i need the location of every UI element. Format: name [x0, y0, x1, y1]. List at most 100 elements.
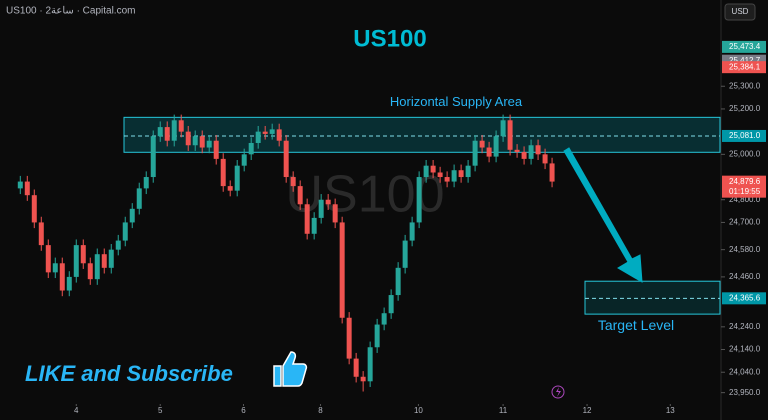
candle-body: [409, 222, 415, 241]
candle-body: [59, 263, 65, 291]
candle-body: [465, 165, 471, 178]
candle-body: [479, 140, 485, 148]
candle-body: [388, 295, 394, 314]
candle-body: [255, 131, 261, 143]
candle-body: [346, 317, 352, 359]
x-tick-label: 8: [318, 406, 323, 415]
candle-body: [500, 120, 506, 137]
price-label: 25,473.4: [729, 42, 761, 51]
chart-title: US100: [353, 25, 426, 52]
candle-body: [269, 129, 275, 134]
x-tick-label: 13: [666, 406, 675, 415]
candle-body: [220, 158, 226, 187]
y-tick-label: 25,200.0: [729, 104, 761, 113]
candle-body: [143, 177, 149, 189]
supply-zone: [123, 116, 721, 153]
candle-body: [192, 136, 198, 146]
candle-body: [115, 240, 121, 250]
candle-body: [94, 254, 100, 280]
candle-body: [206, 140, 212, 148]
price-label-box: [722, 292, 766, 305]
alert-icon[interactable]: [551, 385, 565, 399]
candle-body: [157, 127, 163, 137]
candle-body: [262, 131, 268, 134]
zone-label: Target Level: [598, 317, 674, 333]
candle-body: [549, 163, 555, 182]
price-label-box: [722, 175, 766, 198]
candle-body: [171, 120, 177, 141]
candle-body: [367, 347, 373, 382]
y-tick-label: 25,300.0: [729, 81, 761, 90]
candle-body: [108, 249, 114, 268]
zone-label: Horizontal Supply Area: [390, 94, 523, 109]
y-tick-label: 24,460.0: [729, 272, 761, 281]
candle-body: [353, 358, 359, 377]
candle-body: [339, 222, 345, 318]
candle-body: [101, 254, 107, 268]
candle-body: [486, 147, 492, 157]
candle-body: [283, 140, 289, 178]
candle-body: [507, 120, 513, 150]
price-label-box: [722, 40, 766, 53]
y-tick-label: 24,700.0: [729, 218, 761, 227]
symbol-header: US100 · 2ساعة · Capital.com: [6, 6, 135, 17]
candle-body: [423, 165, 429, 178]
candle-body: [24, 181, 30, 196]
candle-body: [430, 165, 436, 173]
currency-button[interactable]: [724, 3, 756, 21]
candle-body: [122, 222, 128, 241]
candle-body: [374, 324, 380, 348]
candle-body: [185, 131, 191, 146]
candle-body: [80, 245, 86, 264]
candle-body: [178, 120, 184, 132]
candle-body: [472, 140, 478, 166]
candle-body: [17, 181, 23, 189]
x-tick-label: 10: [414, 406, 423, 415]
price-label-box: [722, 129, 766, 142]
candle-body: [514, 149, 520, 153]
candle-body: [535, 145, 541, 155]
candle-body: [150, 136, 156, 178]
target-zone: [584, 280, 721, 315]
y-tick-label: 24,140.0: [729, 345, 761, 354]
candle-body: [325, 199, 331, 205]
promo-text: LIKE and Subscribe: [25, 361, 233, 386]
x-tick-label: 6: [241, 406, 246, 415]
candle-body: [290, 177, 296, 187]
candle-body: [213, 140, 219, 159]
candle-body: [311, 217, 317, 234]
price-label: 24,879.6: [729, 177, 761, 186]
candle-body: [129, 208, 135, 223]
y-tick-label: 24,040.0: [729, 367, 761, 376]
candle-body: [241, 154, 247, 166]
candle-body: [297, 186, 303, 205]
price-label: 24,365.6: [729, 293, 761, 302]
candle-body: [493, 136, 499, 157]
candle-body: [304, 204, 310, 234]
arrow: [563, 147, 643, 283]
candle-body: [276, 129, 282, 141]
y-tick-label: 25,000.0: [729, 149, 761, 158]
plot: Horizontal Supply Area Target Level: [17, 94, 721, 392]
candle-body: [381, 313, 387, 325]
y-tick-label: 24,240.0: [729, 322, 761, 331]
candle-body: [395, 267, 401, 296]
x-tick-label: 5: [158, 406, 163, 415]
candle-body: [402, 240, 408, 268]
candle-body: [164, 127, 170, 141]
candle-body: [528, 145, 534, 159]
price-label: 25,384.1: [729, 62, 761, 71]
candle-body: [31, 195, 37, 223]
candle-body: [437, 172, 443, 178]
y-tick-label: 23,950.0: [729, 388, 761, 397]
candle-body: [318, 199, 324, 218]
candle-body: [360, 376, 366, 382]
candle-body: [458, 170, 464, 178]
candle-body: [45, 245, 51, 273]
candle-body: [87, 263, 93, 280]
candle-body: [248, 142, 254, 155]
x-tick-label: 11: [499, 406, 508, 415]
candle-body: [52, 263, 58, 273]
